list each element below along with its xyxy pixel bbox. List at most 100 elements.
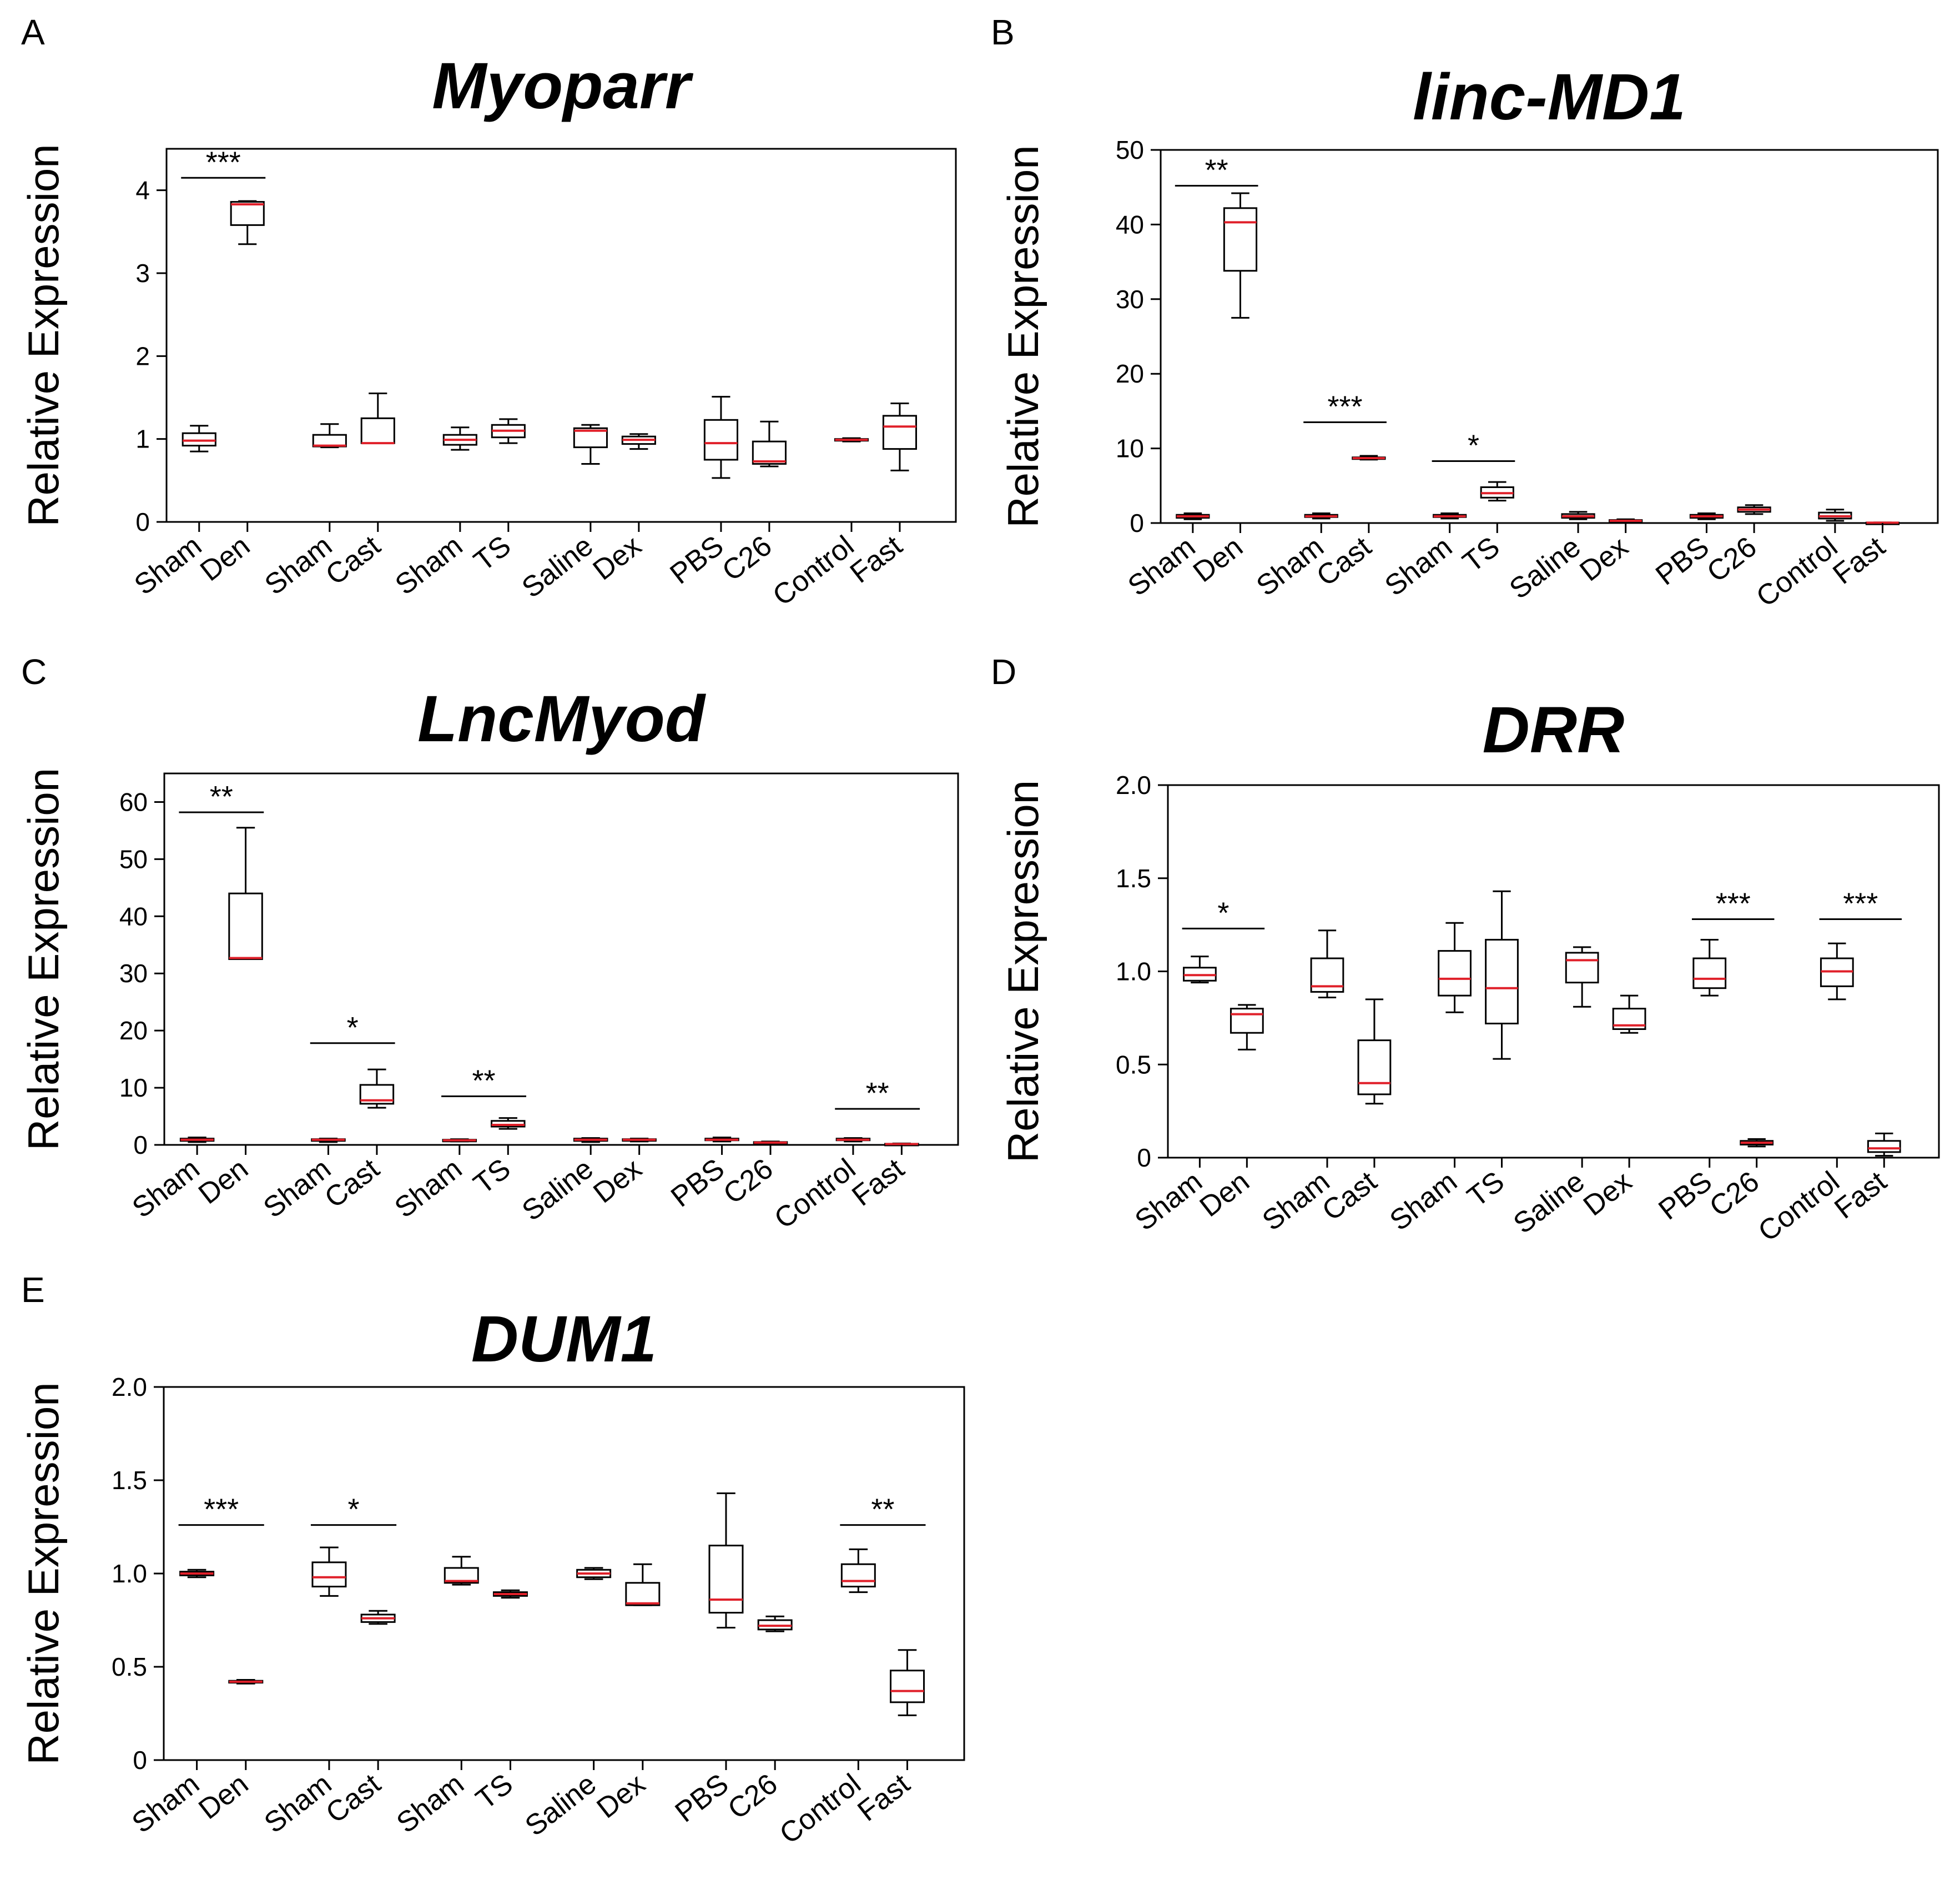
box-body: [752, 440, 787, 465]
box-8: [1609, 518, 1643, 524]
y-axis-label: Relative Expression: [19, 144, 68, 526]
box-2: [1223, 192, 1258, 319]
x-tick-label: Dex: [591, 1768, 652, 1825]
y-tick-label: 2.0: [112, 1373, 147, 1401]
significance-label: ***: [1843, 887, 1878, 921]
panel-d: D DRR Relative Expression 0 0.5 1.0 1.5 2.0 Sham…: [991, 652, 1940, 1248]
significance-label: **: [866, 1077, 889, 1110]
box-6: [491, 418, 526, 444]
x-tick-label: C26: [1701, 531, 1763, 589]
box-9: [1689, 512, 1724, 520]
box-5: [442, 426, 477, 451]
chart-title: Myoparr: [432, 49, 694, 123]
box-5: [442, 1138, 477, 1143]
box-body: [1357, 1039, 1392, 1095]
x-tick-label: Control: [767, 530, 860, 612]
box-body: [311, 1561, 347, 1588]
significance-label: **: [1205, 154, 1228, 187]
x-tick-label: Saline: [519, 1768, 602, 1843]
y-tick-label: 50: [119, 845, 148, 873]
box-7: [573, 1137, 608, 1143]
box-8: [625, 1563, 661, 1606]
x-tick-label: Sham: [128, 530, 208, 601]
y-tick-label: 1.5: [1116, 864, 1151, 893]
box-11: [835, 1137, 871, 1143]
box-body: [230, 201, 265, 226]
x-tick-label: TS: [468, 530, 517, 578]
x-tick-label: Den: [193, 1153, 254, 1210]
y-tick-label: 0: [133, 1130, 148, 1159]
x-tick-label: Fast: [1827, 530, 1891, 590]
significance-label: *: [1217, 896, 1229, 929]
box-11: [834, 437, 869, 443]
y-tick-label: 0.5: [1116, 1050, 1151, 1079]
box-8: [621, 433, 656, 450]
box-2: [1230, 1004, 1264, 1050]
box-4: [359, 1068, 395, 1109]
box-body: [840, 1563, 876, 1588]
box-body: [708, 1545, 744, 1614]
chart-title: LncMyod: [417, 682, 707, 756]
y-tick-label: 40: [1116, 210, 1144, 239]
significance-label: ***: [1328, 390, 1363, 424]
box-body: [1438, 950, 1472, 997]
x-tick-label: Dex: [587, 1153, 648, 1210]
x-tick-label: Dex: [1578, 1165, 1638, 1223]
panel-c: C LncMyod Relative Expression 0 10 20 30 40 50 60…: [19, 652, 959, 1235]
box-body: [882, 415, 918, 450]
box-8: [622, 1138, 657, 1143]
x-tick-label: Saline: [1508, 1165, 1591, 1240]
y-tick-label: 0.5: [112, 1652, 147, 1681]
box-10: [752, 420, 787, 468]
x-tick-label: Control: [768, 1153, 861, 1235]
box-7: [1561, 511, 1595, 520]
y-tick-label: 50: [1116, 135, 1144, 164]
box-9: [1692, 938, 1727, 997]
significance-label: **: [472, 1064, 496, 1098]
y-tick-label: 1.0: [112, 1559, 147, 1588]
box-body: [1565, 952, 1599, 984]
x-tick-label: Dex: [1574, 531, 1634, 588]
x-tick-label: C26: [722, 1768, 784, 1826]
y-tick-label: 0: [135, 507, 150, 536]
chart-title: DRR: [1483, 693, 1625, 767]
box-12: [890, 1649, 925, 1716]
box-6: [491, 1117, 526, 1130]
box-11: [840, 1548, 876, 1594]
box-body: [182, 432, 216, 447]
box-2: [228, 1679, 264, 1685]
box-body: [1230, 1008, 1264, 1034]
x-tick-label: C26: [1704, 1165, 1765, 1223]
box-7: [573, 424, 608, 465]
plot-frame: [165, 148, 957, 523]
y-tick-label: 60: [119, 787, 148, 816]
panel-e: E DUM1 Relative Expression 0 0.5 1.0 1.5 2.0 Sha…: [19, 1270, 965, 1851]
plot-frame: [163, 772, 959, 1146]
x-tick-label: Cast: [320, 1767, 387, 1829]
box-4: [360, 393, 395, 445]
box-body: [890, 1670, 925, 1703]
x-tick-label: TS: [470, 1768, 519, 1816]
box-body: [1692, 957, 1727, 989]
panel-letter: C: [21, 652, 47, 692]
y-axis-label: Relative Expression: [999, 145, 1047, 527]
x-tick-label: Sham: [389, 530, 468, 601]
x-tick-label: Cast: [319, 1152, 385, 1214]
y-tick-label: 20: [1116, 359, 1144, 388]
box-1: [1176, 512, 1210, 520]
box-10: [1740, 1138, 1774, 1148]
box-3: [311, 1138, 346, 1143]
x-tick-label: Dex: [587, 530, 648, 587]
y-axis-label: Relative Expression: [19, 1382, 68, 1765]
box-1: [182, 425, 216, 453]
box-9: [704, 1137, 739, 1143]
y-tick-label: 10: [1116, 434, 1144, 463]
x-tick-label: Fast: [1828, 1165, 1893, 1225]
box-4: [1357, 998, 1392, 1105]
box-body: [1485, 938, 1519, 1024]
y-tick-label: 1.5: [112, 1466, 147, 1495]
box-body: [360, 417, 395, 444]
